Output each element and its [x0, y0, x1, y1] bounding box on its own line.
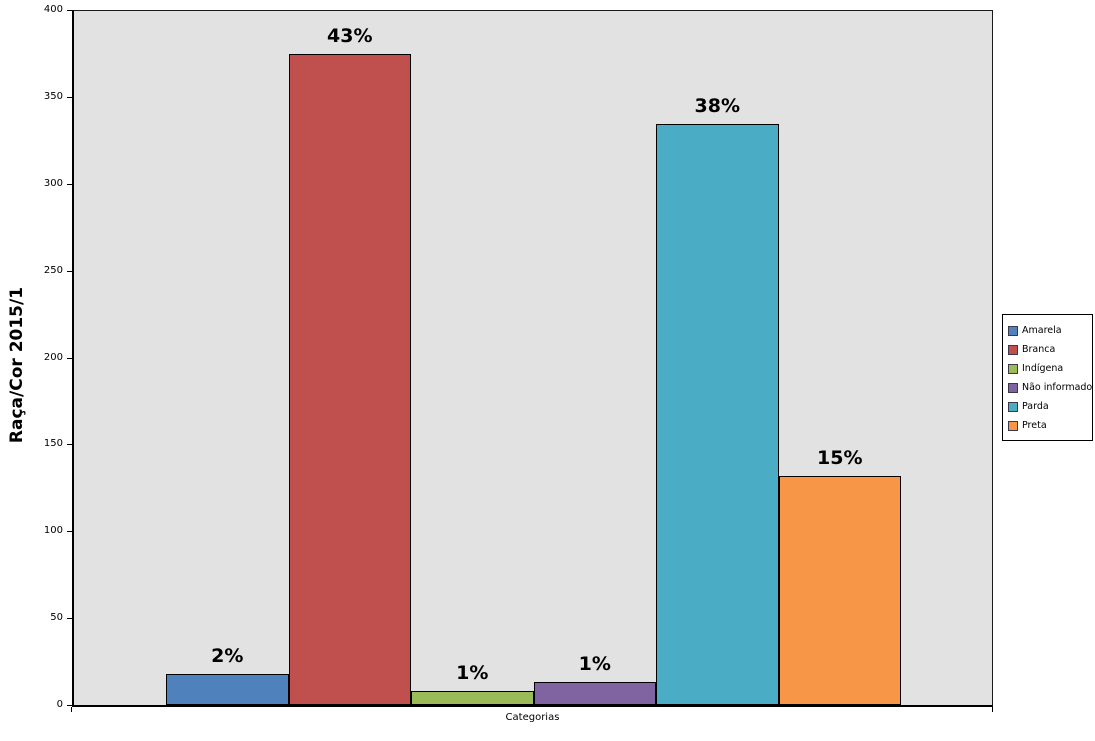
y-axis-title: Raça/Cor 2015/1	[7, 286, 27, 444]
legend-label: Amarela	[1022, 325, 1062, 336]
legend-label: Branca	[1022, 344, 1056, 355]
y-tick-label: 300	[43, 177, 63, 189]
legend-label: Parda	[1022, 401, 1049, 412]
legend-marker-icon	[1008, 344, 1018, 355]
bar-não-informado	[533, 682, 656, 705]
y-tick-label: 50	[50, 612, 63, 624]
legend-marker-icon	[1008, 325, 1018, 336]
bar-data-label: 15%	[817, 447, 863, 469]
x-tick-mark	[71, 707, 72, 712]
y-tick-mark	[67, 444, 72, 445]
x-tick-mark	[992, 707, 993, 712]
legend: Amarela Branca Indígena Não informado Parda P…	[1002, 314, 1093, 441]
legend-marker-icon	[1008, 420, 1018, 431]
legend-label: Não informado	[1022, 382, 1093, 393]
bar-parda	[656, 124, 779, 705]
bar-data-label: 1%	[578, 653, 611, 675]
bar-data-label: 1%	[456, 662, 489, 684]
bar-data-label: 38%	[694, 95, 740, 117]
legend-item-parda: Parda	[1008, 397, 1088, 416]
y-tick-mark	[67, 705, 72, 706]
bar-data-label: 2%	[211, 645, 244, 667]
bar-data-label: 43%	[327, 25, 373, 47]
legend-marker-icon	[1008, 401, 1018, 412]
y-tick-mark	[67, 271, 72, 272]
legend-item-preta: Preta	[1008, 416, 1088, 435]
legend-item-não-informado: Não informado	[1008, 378, 1092, 397]
y-tick-label: 100	[43, 525, 63, 537]
legend-marker-icon	[1008, 382, 1018, 393]
bar-branca	[288, 54, 411, 705]
y-tick-mark	[67, 531, 72, 532]
legend-marker-icon	[1008, 363, 1018, 374]
bar-amarela	[166, 674, 289, 705]
y-tick-label: 400	[43, 4, 63, 15]
y-tick-label: 250	[43, 264, 63, 276]
y-tick-mark	[67, 618, 72, 619]
y-tick-label: 200	[43, 351, 63, 363]
legend-item-branca: Branca	[1008, 340, 1088, 359]
legend-item-amarela: Amarela	[1008, 321, 1088, 340]
y-tick-mark	[67, 184, 72, 185]
y-tick-label: 350	[43, 90, 63, 102]
x-axis-title: Categorias	[505, 712, 560, 723]
legend-label: Preta	[1022, 420, 1047, 431]
legend-label: Indígena	[1022, 363, 1064, 374]
y-tick-mark	[67, 97, 72, 98]
legend-item-indígena: Indígena	[1008, 359, 1088, 378]
y-tick-label: 150	[43, 438, 63, 450]
y-tick-mark	[67, 10, 72, 11]
bar-indígena	[411, 691, 534, 705]
y-tick-mark	[67, 358, 72, 359]
bar-preta	[778, 476, 901, 705]
y-tick-label: 0	[56, 699, 63, 710]
plot-area: 2% 43% 1% 1% 38% 15%	[72, 10, 993, 707]
